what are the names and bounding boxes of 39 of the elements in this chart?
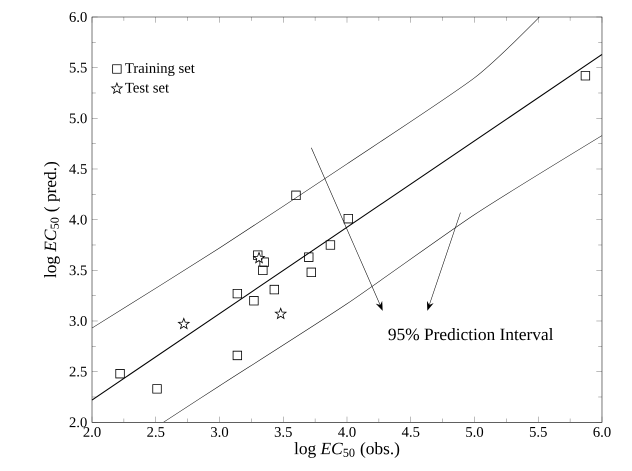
point	[178, 318, 190, 329]
y-tick-label: 3.0	[70, 316, 87, 326]
point	[304, 252, 314, 262]
y-tick-label: 5.5	[70, 62, 87, 73]
point	[270, 284, 279, 294]
y-tick-label: 4.5	[69, 164, 87, 174]
y-tick-label: 3.5	[70, 265, 87, 276]
x-tick-label: 5.5	[530, 427, 547, 437]
y-axis-title: log EC$_{50}$ ( pred.)	[44, 162, 60, 278]
x-tick-label: 2.0	[83, 427, 101, 437]
point	[326, 240, 336, 250]
point	[291, 190, 301, 200]
point	[232, 350, 242, 360]
y-tick-label: 6.0	[70, 12, 87, 22]
point	[249, 296, 259, 306]
x-tick-label: 4.0	[338, 427, 356, 437]
y-tick-label: 4.0	[69, 214, 87, 225]
legend-label: Training set	[125, 63, 195, 76]
y-tick-label: 2.5	[70, 366, 87, 377]
point	[232, 288, 242, 298]
legend-label: Test set	[125, 82, 169, 93]
point	[274, 308, 286, 319]
point	[580, 71, 590, 80]
x-tick-label: 4.5	[402, 427, 420, 437]
x-tick-label: 2.5	[147, 427, 164, 437]
point	[258, 266, 268, 275]
x-tick-label: 3.0	[211, 427, 228, 437]
point	[306, 268, 316, 278]
x-tick-label: 3.5	[274, 427, 292, 437]
y-tick-label: 2.0	[70, 417, 87, 428]
point	[152, 384, 162, 394]
x-tick-label: 6.0	[593, 427, 611, 437]
point	[344, 214, 353, 224]
x-axis-title: log EC$_{50}$ (obs.)	[294, 442, 400, 458]
point	[115, 369, 125, 378]
x-tick-label: 5.0	[466, 427, 484, 437]
y-tick-label: 5.0	[70, 113, 87, 124]
point	[253, 252, 265, 264]
annotation: 95% Prediction Interval	[388, 328, 554, 340]
